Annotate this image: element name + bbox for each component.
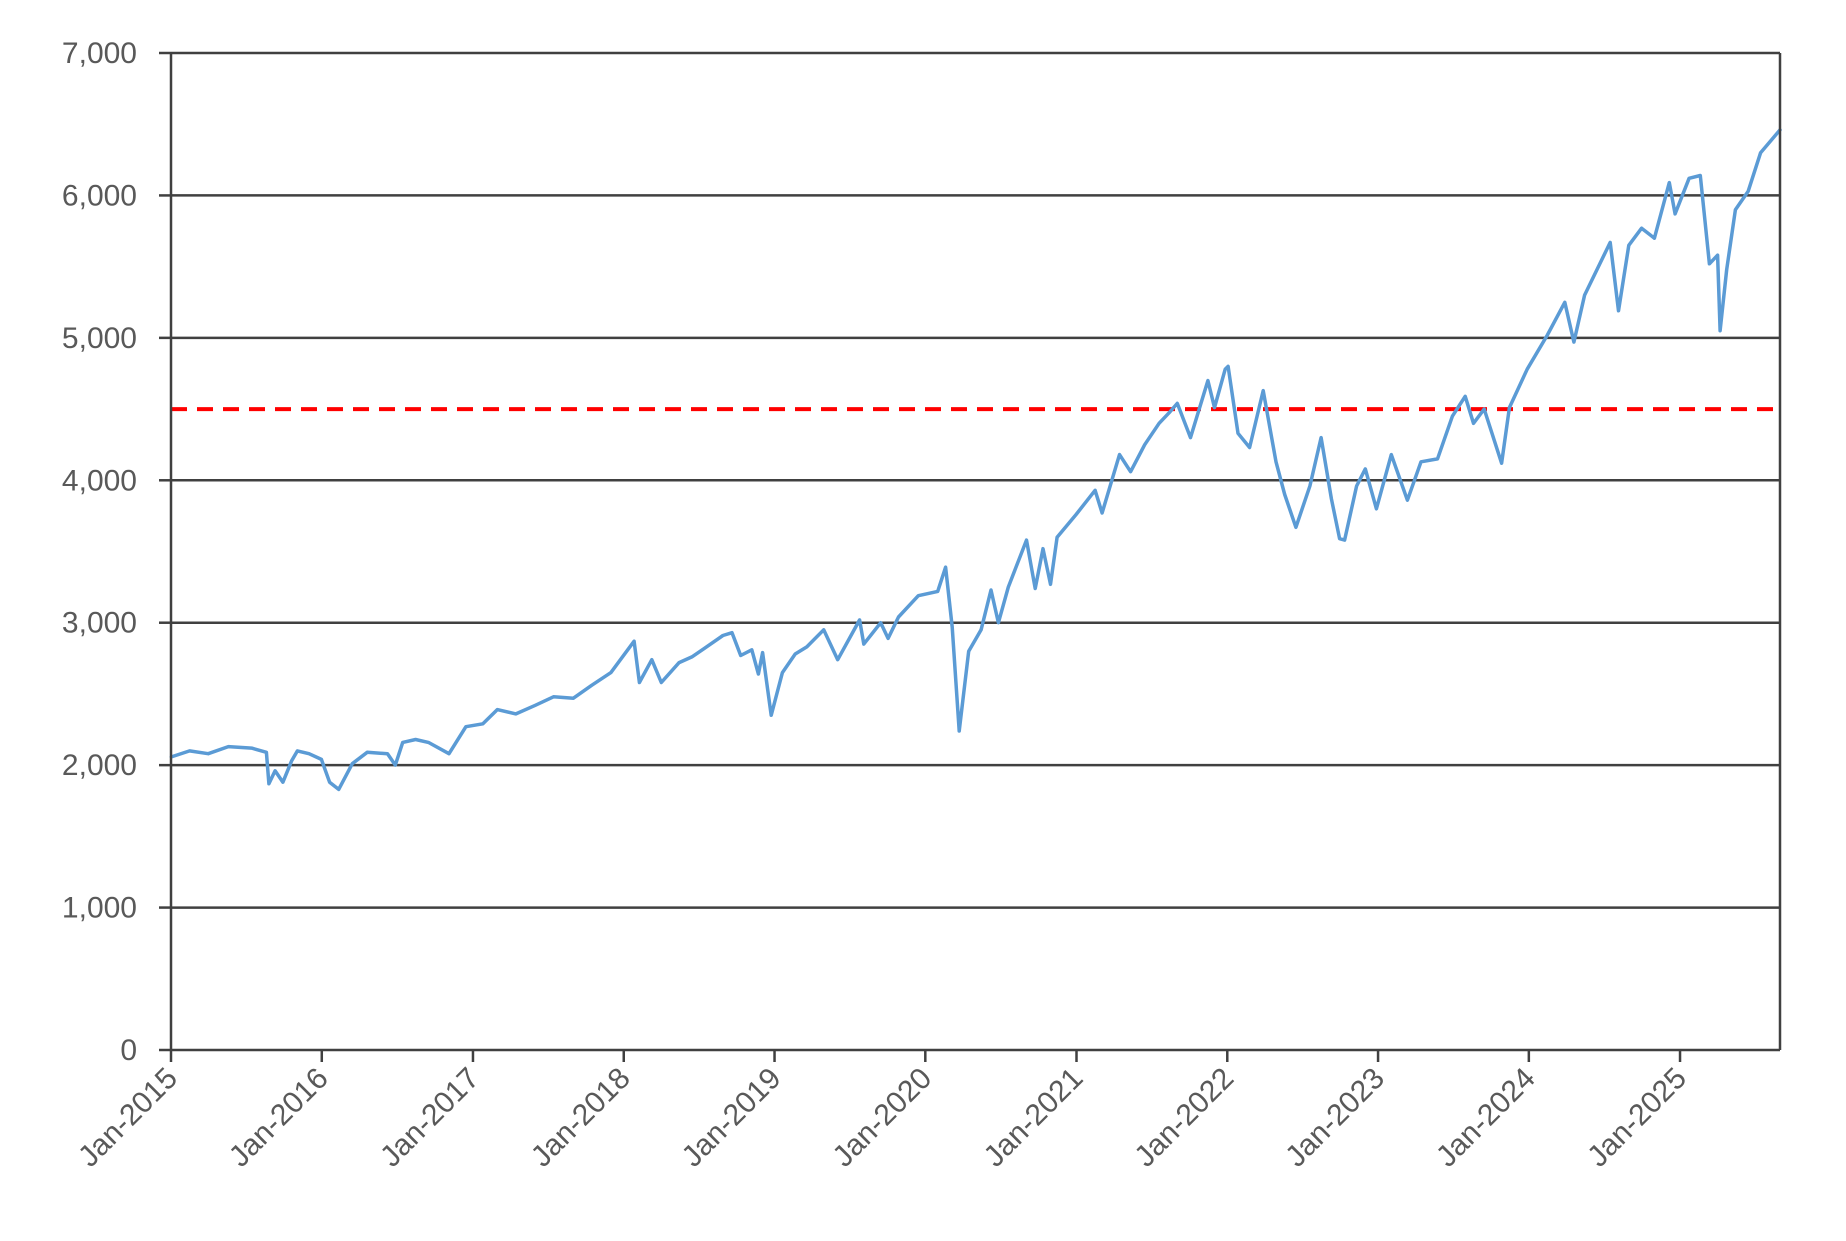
y-tick-label: 7,000 — [62, 37, 137, 70]
y-tick-label: 6,000 — [62, 179, 137, 212]
y-tick-label: 2,000 — [62, 749, 137, 782]
y-tick-label: 5,000 — [62, 322, 137, 355]
y-tick-label: 4,000 — [62, 464, 137, 497]
y-axis-tick-labels: 0 1,000 2,000 3,000 4,000 5,000 6,000 7,000 — [62, 37, 137, 1067]
series-line-0 — [169, 128, 1782, 792]
series-layer — [169, 128, 1782, 792]
axes — [159, 51, 1782, 1062]
y-tick-label: 0 — [120, 1034, 137, 1067]
y-tick-label: 1,000 — [62, 892, 137, 925]
y-tick-label: 3,000 — [62, 607, 137, 640]
gridlines — [171, 51, 1780, 909]
